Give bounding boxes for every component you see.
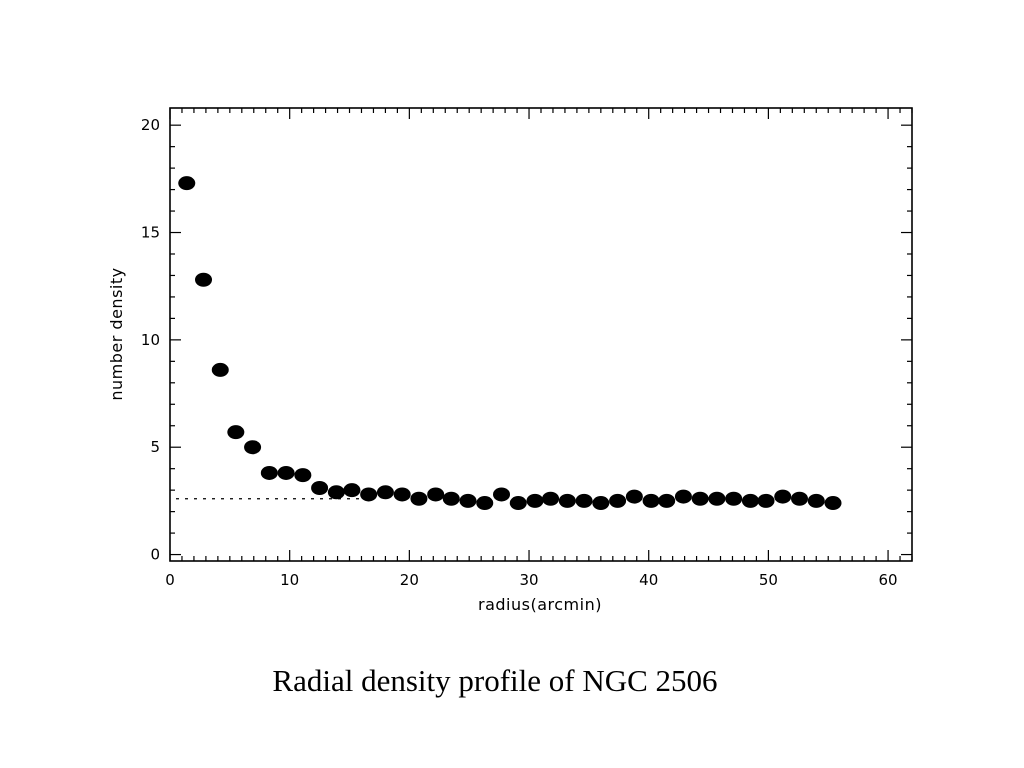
data-point xyxy=(442,491,460,506)
x-tick-label: 50 xyxy=(759,571,778,589)
x-tick-label: 10 xyxy=(280,571,299,589)
data-point xyxy=(625,489,643,504)
y-tick-label: 5 xyxy=(150,438,160,456)
y-tick-label: 0 xyxy=(150,546,160,564)
x-tick-label: 20 xyxy=(400,571,419,589)
data-point xyxy=(774,489,792,504)
data-point xyxy=(708,491,726,506)
data-point xyxy=(542,491,560,506)
data-point xyxy=(277,465,295,480)
y-tick-label: 10 xyxy=(141,331,160,349)
data-point xyxy=(674,489,692,504)
data-point xyxy=(509,496,527,511)
data-point xyxy=(526,493,544,508)
x-tick-label: 60 xyxy=(879,571,898,589)
tick-labels: 0 10 20 30 40 50 60 0 5 10 15 20 xyxy=(141,116,898,589)
data-points xyxy=(178,176,842,511)
axis-ticks xyxy=(169,108,913,561)
data-point xyxy=(459,493,477,508)
data-point xyxy=(427,487,445,502)
data-point xyxy=(294,468,312,483)
data-point xyxy=(824,496,842,511)
data-point xyxy=(376,485,394,500)
data-point xyxy=(410,491,428,506)
data-point xyxy=(343,483,361,498)
data-point xyxy=(642,493,660,508)
data-point xyxy=(476,496,494,511)
figure-caption: Radial density profile of NGC 2506 xyxy=(272,663,718,698)
data-point xyxy=(691,491,709,506)
data-point xyxy=(575,493,593,508)
data-point xyxy=(393,487,411,502)
y-tick-label: 20 xyxy=(141,116,160,134)
data-point xyxy=(791,491,809,506)
data-point xyxy=(244,440,262,455)
x-axis-label: radius(arcmin) xyxy=(478,595,602,614)
y-tick-label: 15 xyxy=(141,224,160,242)
data-point xyxy=(741,493,759,508)
data-point xyxy=(725,491,743,506)
data-point xyxy=(178,176,196,191)
data-point xyxy=(327,485,345,500)
x-tick-label: 40 xyxy=(639,571,658,589)
y-axis-label: number density xyxy=(107,267,126,400)
data-point xyxy=(260,465,278,480)
data-point xyxy=(757,493,775,508)
x-tick-label: 0 xyxy=(165,571,175,589)
x-tick-label: 30 xyxy=(519,571,538,589)
data-point xyxy=(658,493,676,508)
data-point xyxy=(195,272,213,287)
data-point xyxy=(493,487,511,502)
data-point xyxy=(558,493,576,508)
data-point xyxy=(311,481,329,496)
data-point xyxy=(360,487,378,502)
data-point xyxy=(807,493,825,508)
data-point xyxy=(211,362,229,377)
data-point xyxy=(227,425,245,440)
data-point xyxy=(592,496,610,511)
data-point xyxy=(609,493,627,508)
